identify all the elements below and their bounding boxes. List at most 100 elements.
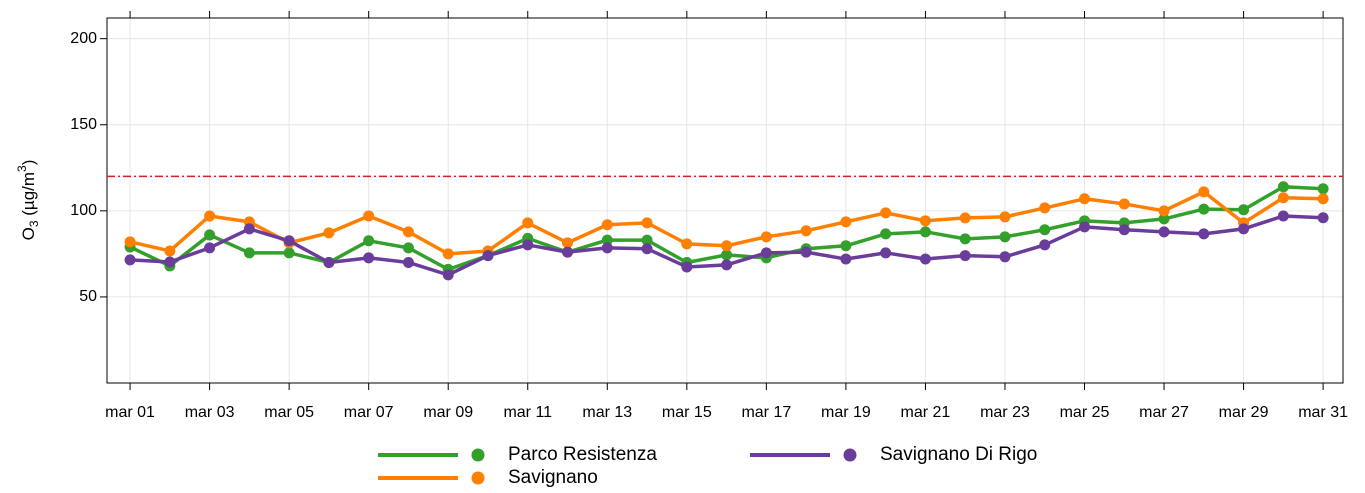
- y-tick-label: 200: [70, 30, 97, 47]
- point: [204, 242, 216, 254]
- point: [522, 239, 534, 251]
- point: [442, 269, 454, 281]
- point: [760, 231, 772, 243]
- point: [880, 247, 892, 259]
- point: [1198, 186, 1210, 198]
- x-tick-label: mar 29: [1219, 404, 1269, 421]
- point: [1118, 198, 1130, 210]
- point: [522, 217, 534, 229]
- x-tick-label: mar 25: [1060, 404, 1110, 421]
- point: [999, 231, 1011, 243]
- x-tick-label: mar 11: [503, 404, 552, 421]
- x-tick-label: mar 09: [423, 404, 473, 421]
- point: [402, 242, 414, 254]
- point: [641, 243, 653, 255]
- point: [1079, 193, 1091, 205]
- point: [1317, 183, 1329, 195]
- point: [1317, 212, 1329, 224]
- legend-label: Savignano Di Rigo: [880, 444, 1037, 465]
- point: [363, 210, 375, 222]
- point: [323, 227, 335, 239]
- point: [124, 254, 136, 266]
- x-tick-label: mar 17: [741, 404, 791, 421]
- plot-frame: [106, 17, 1344, 384]
- point: [681, 238, 693, 250]
- y-axis-label: O3 (µg/m3): [15, 160, 41, 241]
- point: [840, 253, 852, 265]
- point: [880, 228, 892, 240]
- point: [1039, 239, 1051, 251]
- point: [681, 261, 693, 273]
- point: [402, 256, 414, 268]
- y-tick-label: 50: [79, 288, 97, 305]
- point: [1317, 193, 1329, 205]
- x-tick-label: mar 21: [901, 404, 951, 421]
- legend-label: Savignano: [508, 467, 598, 488]
- x-tick-label: mar 15: [662, 404, 712, 421]
- y-label-sub: 3: [27, 220, 41, 227]
- point: [1118, 224, 1130, 236]
- point: [641, 234, 653, 246]
- point: [283, 235, 295, 247]
- point: [1158, 226, 1170, 238]
- x-tick-label: mar 07: [344, 404, 394, 421]
- x-tick-label: mar 19: [821, 404, 871, 421]
- point: [363, 235, 375, 247]
- point: [402, 226, 414, 238]
- y-label-part: ): [19, 160, 38, 166]
- point: [1158, 213, 1170, 225]
- point: [562, 237, 574, 249]
- point: [1039, 224, 1051, 236]
- legend-dot: [471, 448, 485, 462]
- point: [164, 256, 176, 268]
- legend-label: Parco Resistenza: [508, 444, 657, 465]
- point: [442, 248, 454, 260]
- y-label-part: (µg/m: [19, 172, 38, 221]
- y-label-sup: 3: [15, 165, 29, 172]
- point: [1238, 223, 1250, 235]
- point: [1277, 210, 1289, 222]
- point: [880, 207, 892, 219]
- point: [1198, 203, 1210, 215]
- legend-dot: [471, 471, 485, 485]
- point: [959, 233, 971, 245]
- point: [721, 259, 733, 271]
- point: [1039, 202, 1051, 214]
- point: [760, 247, 772, 259]
- point: [1198, 228, 1210, 240]
- point: [800, 225, 812, 237]
- point: [840, 240, 852, 252]
- legend-dot: [843, 448, 857, 462]
- point: [800, 246, 812, 258]
- point: [919, 226, 931, 238]
- point: [363, 252, 375, 264]
- x-tick-label: mar 05: [264, 404, 314, 421]
- y-tick-label: 150: [70, 116, 97, 133]
- y-tick-label: 100: [70, 202, 97, 219]
- point: [1079, 221, 1091, 233]
- x-tick-label: mar 03: [185, 404, 235, 421]
- point: [721, 249, 733, 261]
- point: [1277, 192, 1289, 204]
- point: [124, 236, 136, 248]
- x-tick-label: mar 31: [1298, 404, 1348, 421]
- point: [1158, 205, 1170, 217]
- point: [323, 256, 335, 268]
- point: [283, 247, 295, 259]
- point: [562, 246, 574, 258]
- point: [204, 229, 216, 241]
- point: [999, 211, 1011, 223]
- point: [601, 219, 613, 231]
- point: [919, 253, 931, 265]
- x-tick-label: mar 13: [582, 404, 632, 421]
- point: [243, 223, 255, 235]
- point: [1277, 181, 1289, 193]
- y-label-part: O: [19, 227, 38, 240]
- point: [959, 212, 971, 224]
- point: [482, 250, 494, 262]
- point: [1238, 204, 1250, 216]
- point: [919, 215, 931, 227]
- x-tick-label: mar 27: [1139, 404, 1189, 421]
- point: [601, 234, 613, 246]
